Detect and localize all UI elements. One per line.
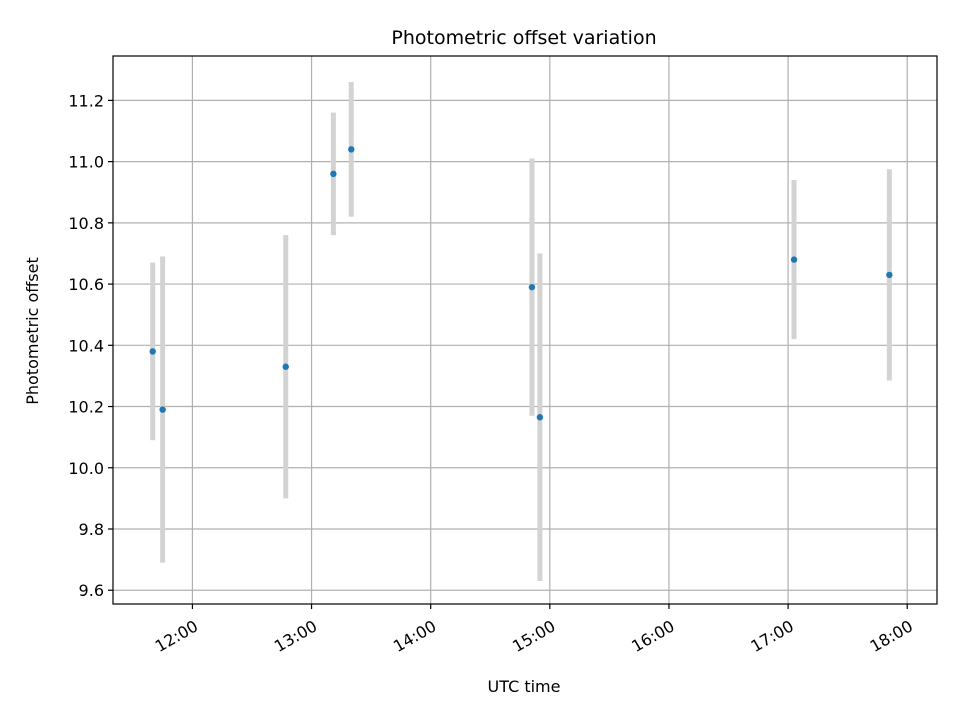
- y-tick-label: 10.4: [68, 336, 104, 355]
- data-point: [282, 363, 289, 370]
- plot-frame: [112, 55, 938, 605]
- y-tick-label: 10.2: [68, 398, 104, 417]
- y-tick-label: 9.6: [79, 581, 104, 600]
- data-point: [330, 170, 337, 178]
- data-point: [149, 348, 156, 355]
- y-tick-label: 11.2: [68, 91, 104, 110]
- data-point: [528, 283, 536, 291]
- data-points: [149, 146, 893, 421]
- data-point: [886, 271, 893, 279]
- data-point: [536, 414, 544, 421]
- data-point: [790, 256, 798, 263]
- data-point: [348, 146, 355, 153]
- y-tick-label: 10.0: [68, 459, 104, 478]
- data-point: [159, 406, 166, 413]
- chart-title: Photometric offset variation: [391, 27, 656, 49]
- y-tick-label: 10.6: [68, 275, 104, 294]
- y-tick-label: 11.0: [68, 153, 104, 172]
- x-axis-label: UTC time: [488, 677, 561, 696]
- y-axis-label: Photometric offset: [23, 257, 42, 405]
- grid-lines: [113, 56, 937, 604]
- y-tick-label: 10.8: [68, 214, 104, 233]
- y-tick-label: 9.8: [79, 520, 104, 539]
